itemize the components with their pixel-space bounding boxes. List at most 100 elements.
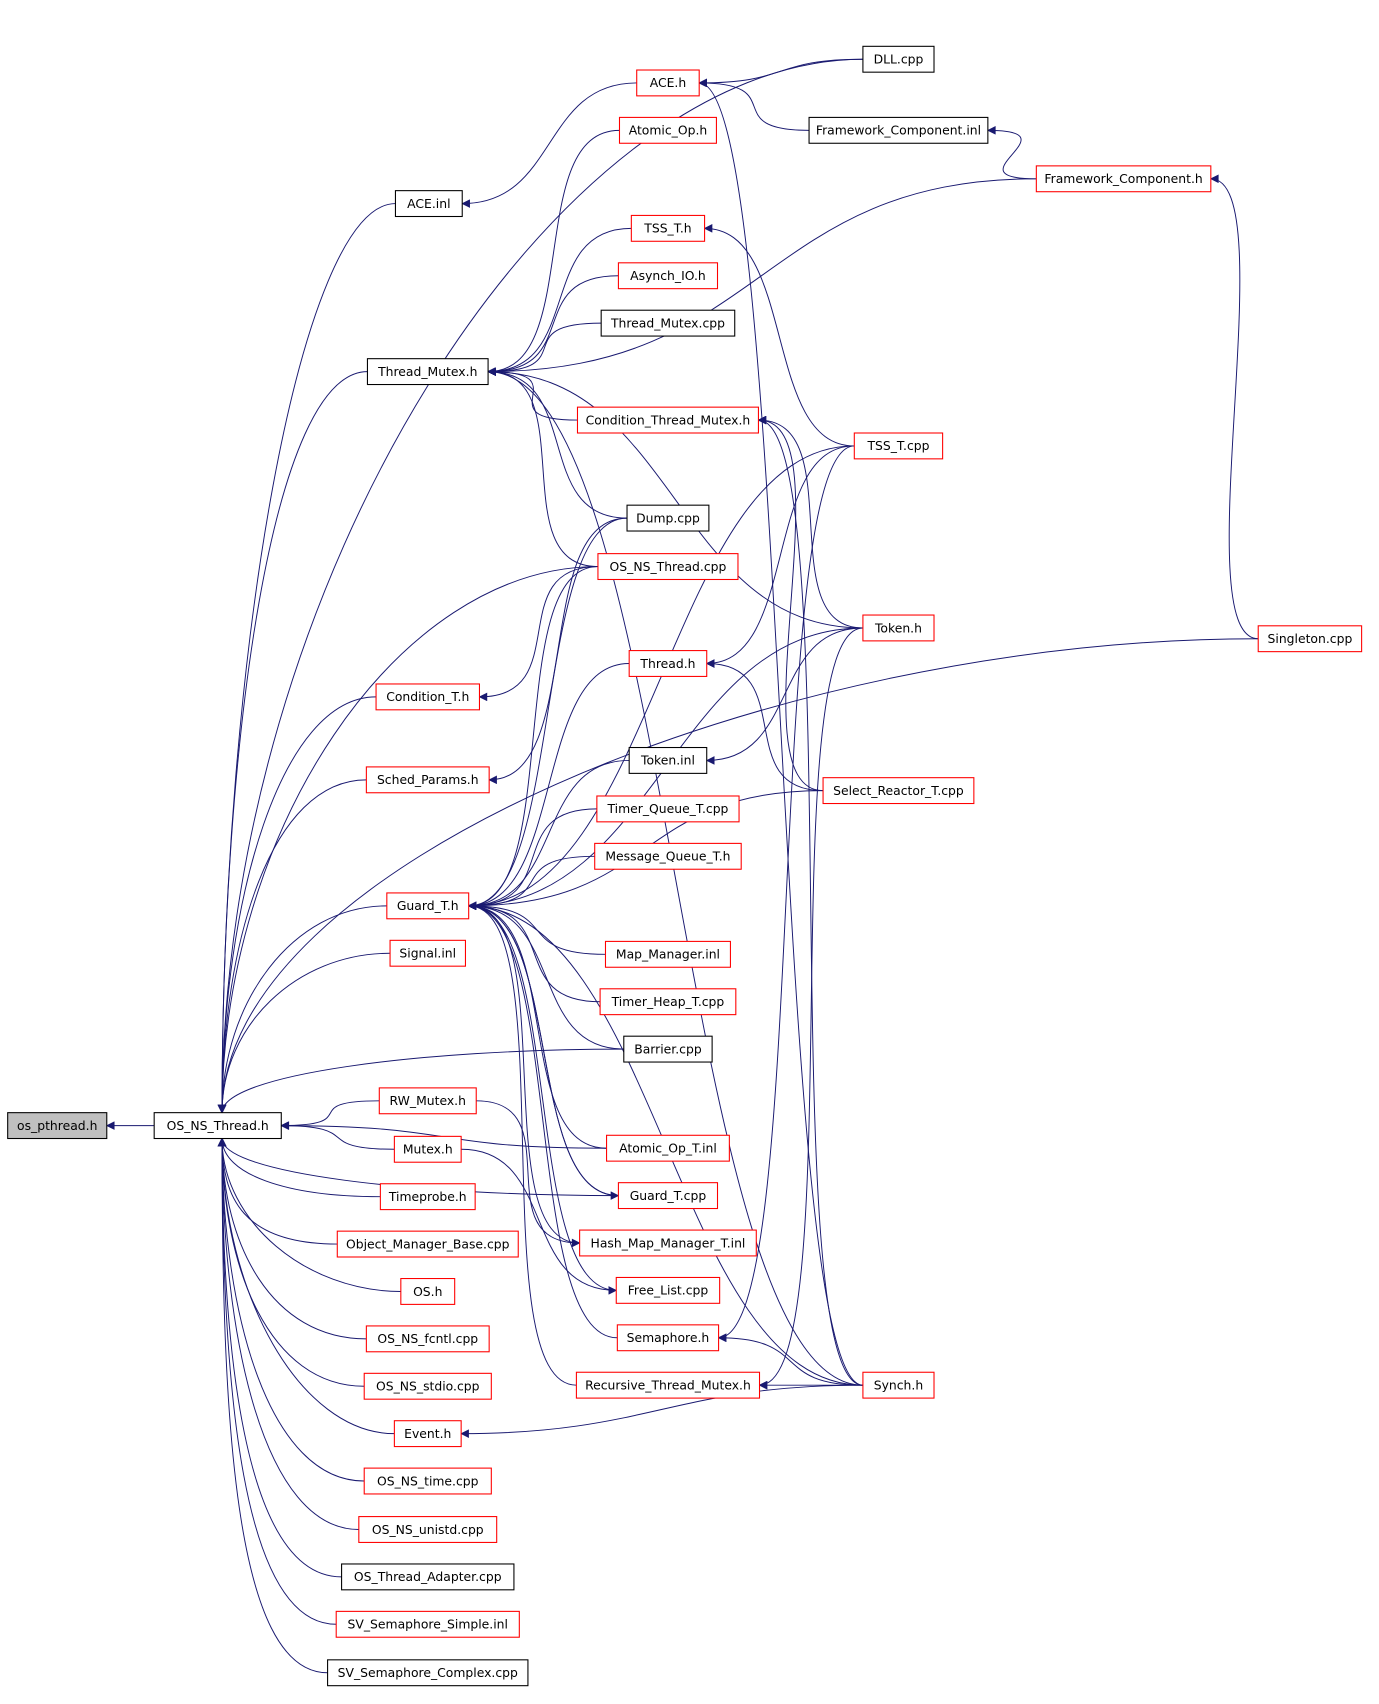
graph-node[interactable]: Barrier.cpp — [623, 1035, 713, 1063]
node-label: OS_NS_fcntl.cpp — [377, 1332, 478, 1346]
node-label: OS_NS_unistd.cpp — [372, 1523, 484, 1537]
graph-node[interactable]: OS_NS_Thread.cpp — [597, 553, 739, 581]
graph-node[interactable]: Timer_Heap_T.cpp — [599, 988, 737, 1016]
graph-node[interactable]: OS_NS_time.cpp — [363, 1467, 492, 1495]
graph-node[interactable]: Semaphore.h — [616, 1324, 720, 1352]
dependency-edge — [757, 415, 863, 629]
graph-node[interactable]: Thread.h — [628, 650, 708, 677]
dependency-edge — [703, 224, 855, 447]
graph-node[interactable]: Atomic_Op_T.inl — [606, 1134, 730, 1162]
node-label: Signal.inl — [399, 947, 456, 961]
dependency-edge — [217, 1137, 365, 1482]
node-label: ACE.inl — [407, 197, 450, 211]
graph-node[interactable]: Map_Manager.inl — [604, 940, 731, 968]
node-box — [853, 432, 944, 460]
dependency-edge — [217, 1137, 401, 1292]
graph-node[interactable]: Sched_Params.h — [365, 766, 490, 794]
graph-node[interactable]: Timeprobe.h — [379, 1183, 476, 1211]
node-box — [600, 309, 736, 337]
graph-node[interactable]: SV_Semaphore_Complex.cpp — [327, 1659, 529, 1687]
nodes-layer: os_pthread.h OS_NS_Thread.h DLL.cpp ACE.h Fr… — [7, 45, 1363, 1687]
dependency-edge — [467, 855, 595, 911]
graph-node[interactable]: Guard_T.cpp — [617, 1182, 719, 1210]
graph-node[interactable]: DLL.cpp — [862, 45, 935, 73]
graph-node[interactable]: ACE.h — [636, 69, 700, 97]
node-label: Framework_Component.h — [1044, 172, 1202, 186]
graph-node[interactable]: Framework_Component.inl — [808, 116, 989, 144]
node-label: SV_Semaphore_Complex.cpp — [338, 1666, 518, 1680]
graph-node[interactable]: Atomic_Op.h — [618, 116, 717, 144]
graph-node[interactable]: Token.h — [862, 614, 935, 642]
node-box — [626, 504, 710, 532]
node-box — [378, 1087, 477, 1115]
graph-node[interactable]: OS_NS_unistd.cpp — [358, 1516, 498, 1543]
dependency-edge — [217, 1137, 395, 1435]
node-box — [576, 406, 759, 434]
graph-node[interactable]: Event.h — [393, 1420, 462, 1448]
graph-node[interactable]: Guard_T.h — [386, 892, 470, 920]
node-box — [327, 1659, 529, 1687]
node-box — [636, 69, 700, 97]
graph-node[interactable]: Object_Manager_Base.cpp — [336, 1230, 519, 1258]
graph-node[interactable]: Thread_Mutex.h — [366, 358, 489, 386]
node-box — [394, 190, 463, 218]
dependency-edge — [217, 1137, 328, 1674]
graph-node-root: os_pthread.h — [7, 1112, 108, 1140]
node-box — [375, 683, 481, 711]
dependency-edge — [487, 178, 1037, 376]
graph-node[interactable]: OS_Thread_Adapter.cpp — [341, 1563, 515, 1591]
node-label: Thread.h — [639, 657, 695, 671]
dependency-edge — [217, 779, 367, 1114]
node-label: Timer_Queue_T.cpp — [606, 802, 728, 816]
graph-node[interactable]: Token.inl — [628, 746, 708, 774]
node-label: OS_Thread_Adapter.cpp — [354, 1570, 502, 1584]
dependency-edge — [698, 78, 863, 1386]
dependency-edge — [705, 659, 824, 792]
dependency-edge — [217, 952, 391, 1114]
node-label: Framework_Component.inl — [816, 124, 981, 138]
graph-node[interactable]: Select_Reactor_T.cpp — [822, 777, 975, 805]
graph-node[interactable]: Hash_Map_Manager_T.inl — [579, 1229, 757, 1257]
graph-node[interactable]: Signal.inl — [389, 939, 466, 967]
graph-node[interactable]: OS.h — [400, 1278, 456, 1305]
dependency-edge — [461, 82, 637, 208]
dependency-edge — [717, 1333, 863, 1386]
dependency-edge — [467, 901, 618, 1339]
node-label: Object_Manager_Base.cpp — [346, 1237, 510, 1251]
graph-node[interactable]: Asynch_IO.h — [617, 262, 719, 290]
graph-node[interactable]: Recursive_Thread_Mutex.h — [575, 1371, 761, 1399]
graph-node[interactable]: Timer_Queue_T.cpp — [596, 795, 740, 823]
node-label: Guard_T.h — [397, 899, 459, 913]
graph-node[interactable]: RW_Mutex.h — [378, 1087, 477, 1115]
graph-node[interactable]: Singleton.cpp — [1257, 625, 1363, 653]
graph-node[interactable]: Mutex.h — [393, 1135, 462, 1163]
graph-node[interactable]: ACE.inl — [394, 190, 463, 218]
graph-node[interactable]: Framework_Component.h — [1035, 165, 1212, 193]
graph-node[interactable]: TSS_T.h — [630, 214, 706, 242]
node-box — [341, 1563, 515, 1591]
graph-node[interactable]: Condition_T.h — [375, 683, 481, 711]
graph-node[interactable]: Dump.cpp — [626, 504, 710, 532]
graph-node[interactable]: TSS_T.cpp — [853, 432, 944, 460]
node-label: OS_NS_stdio.cpp — [376, 1380, 480, 1394]
graph-node[interactable]: Synch.h — [862, 1371, 935, 1399]
node-label: Guard_T.cpp — [630, 1189, 707, 1203]
node-label: Condition_Thread_Mutex.h — [586, 413, 751, 427]
graph-node[interactable]: OS_NS_fcntl.cpp — [365, 1325, 490, 1353]
graph-node[interactable]: Message_Queue_T.h — [594, 842, 742, 870]
graph-node[interactable]: Condition_Thread_Mutex.h — [576, 406, 759, 434]
node-label: OS_NS_Thread.cpp — [610, 560, 727, 574]
node-label: Dump.cpp — [636, 511, 700, 525]
dependency-edge — [986, 126, 1037, 180]
graph-node[interactable]: OS_NS_Thread.h — [153, 1112, 282, 1140]
node-box — [822, 777, 975, 805]
graph-node[interactable]: OS_NS_stdio.cpp — [363, 1372, 492, 1400]
graph-node[interactable]: SV_Semaphore_Simple.inl — [335, 1610, 520, 1638]
node-label: Message_Queue_T.h — [605, 850, 730, 864]
dependency-edge — [467, 901, 624, 1050]
dependency-edge — [217, 1137, 619, 1197]
graph-node[interactable]: Thread_Mutex.cpp — [600, 309, 736, 337]
dependency-edge — [217, 1137, 381, 1198]
graph-node[interactable]: Free_List.cpp — [615, 1276, 721, 1304]
